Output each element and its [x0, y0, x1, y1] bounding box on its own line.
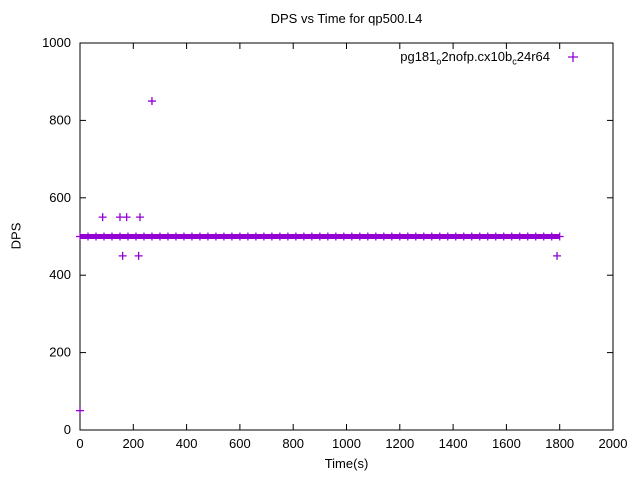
data-point: [203, 232, 212, 241]
data-point: [195, 232, 204, 241]
data-point: [523, 232, 532, 241]
legend-marker: [568, 52, 578, 62]
data-point: [491, 232, 500, 241]
x-tick-label: 1600: [492, 436, 521, 451]
data-point: [451, 232, 460, 241]
data-point: [235, 232, 244, 241]
x-tick-label: 1200: [385, 436, 414, 451]
data-point: [163, 232, 172, 241]
data-point: [291, 232, 300, 241]
data-point: [134, 251, 143, 260]
data-point: [395, 232, 404, 241]
data-point: [547, 232, 556, 241]
x-tick-label: 800: [282, 436, 304, 451]
data-point: [107, 232, 116, 241]
data-point: [122, 213, 131, 222]
data-point: [419, 232, 428, 241]
data-point: [99, 232, 108, 241]
data-point: [435, 232, 444, 241]
data-point: [531, 232, 540, 241]
data-point: [379, 232, 388, 241]
data-point: [219, 232, 228, 241]
x-axis-label: Time(s): [324, 456, 369, 471]
data-point: [179, 232, 188, 241]
data-point: [355, 232, 364, 241]
x-tick-label: 1000: [332, 436, 361, 451]
data-point: [371, 232, 380, 241]
data-point: [483, 232, 492, 241]
data-point: [98, 213, 107, 222]
legend-label-part: pg181: [400, 49, 437, 64]
data-point: [135, 213, 144, 222]
data-point: [147, 97, 156, 106]
data-point: [507, 232, 516, 241]
y-tick-label: 600: [49, 190, 71, 205]
data-point: [299, 232, 308, 241]
data-point: [115, 232, 124, 241]
data-point: [475, 232, 484, 241]
data-point: [123, 232, 132, 241]
data-point: [363, 232, 372, 241]
x-tick-label: 0: [76, 436, 83, 451]
data-point: [331, 232, 340, 241]
y-tick-label: 0: [64, 422, 71, 437]
x-tick-label: 1800: [545, 436, 574, 451]
data-point: [76, 406, 84, 415]
data-point: [91, 232, 100, 241]
data-point: [259, 232, 268, 241]
legend-label-part: 2nofp.cx10b: [441, 49, 513, 64]
x-tick-label: 2000: [599, 436, 628, 451]
data-point: [539, 232, 548, 241]
x-tick-label: 1400: [439, 436, 468, 451]
legend-label-part: c: [512, 56, 517, 67]
data-point: [267, 232, 276, 241]
data-point: [467, 232, 476, 241]
data-point: [403, 232, 412, 241]
data-point: [387, 232, 396, 241]
data-point: [211, 232, 220, 241]
data-point: [187, 232, 196, 241]
data-point: [553, 251, 562, 260]
legend-label-part: 24r64: [516, 49, 550, 64]
data-point: [515, 232, 524, 241]
data-point: [499, 232, 508, 241]
legend-label-part: o: [436, 56, 442, 67]
data-point: [443, 232, 452, 241]
x-tick-label: 600: [229, 436, 251, 451]
data-point: [555, 232, 564, 241]
data-point: [339, 232, 348, 241]
data-point: [227, 232, 236, 241]
data-point: [155, 232, 164, 241]
chart-title: DPS vs Time for qp500.L4: [270, 11, 423, 26]
data-point: [139, 232, 148, 241]
y-tick-label: 1000: [42, 35, 71, 50]
data-point: [283, 232, 292, 241]
y-tick-label: 400: [49, 267, 71, 282]
data-point: [243, 232, 252, 241]
data-point: [411, 232, 420, 241]
data-point: [427, 232, 436, 241]
y-tick-label: 800: [49, 112, 71, 127]
data-point: [131, 232, 140, 241]
data-point: [347, 232, 356, 241]
data-point: [307, 232, 316, 241]
x-tick-label: 400: [176, 436, 198, 451]
data-point: [275, 232, 284, 241]
x-tick-label: 200: [122, 436, 144, 451]
legend-entry: pg181o2nofp.cx10bc24r64: [400, 49, 550, 67]
data-point: [118, 251, 127, 260]
data-point: [147, 232, 156, 241]
data-point: [459, 232, 468, 241]
y-tick-label: 200: [49, 345, 71, 360]
data-point: [76, 232, 84, 241]
data-point: [83, 232, 92, 241]
data-point: [251, 232, 260, 241]
data-point: [323, 232, 332, 241]
data-point: [171, 232, 180, 241]
data-point: [315, 232, 324, 241]
